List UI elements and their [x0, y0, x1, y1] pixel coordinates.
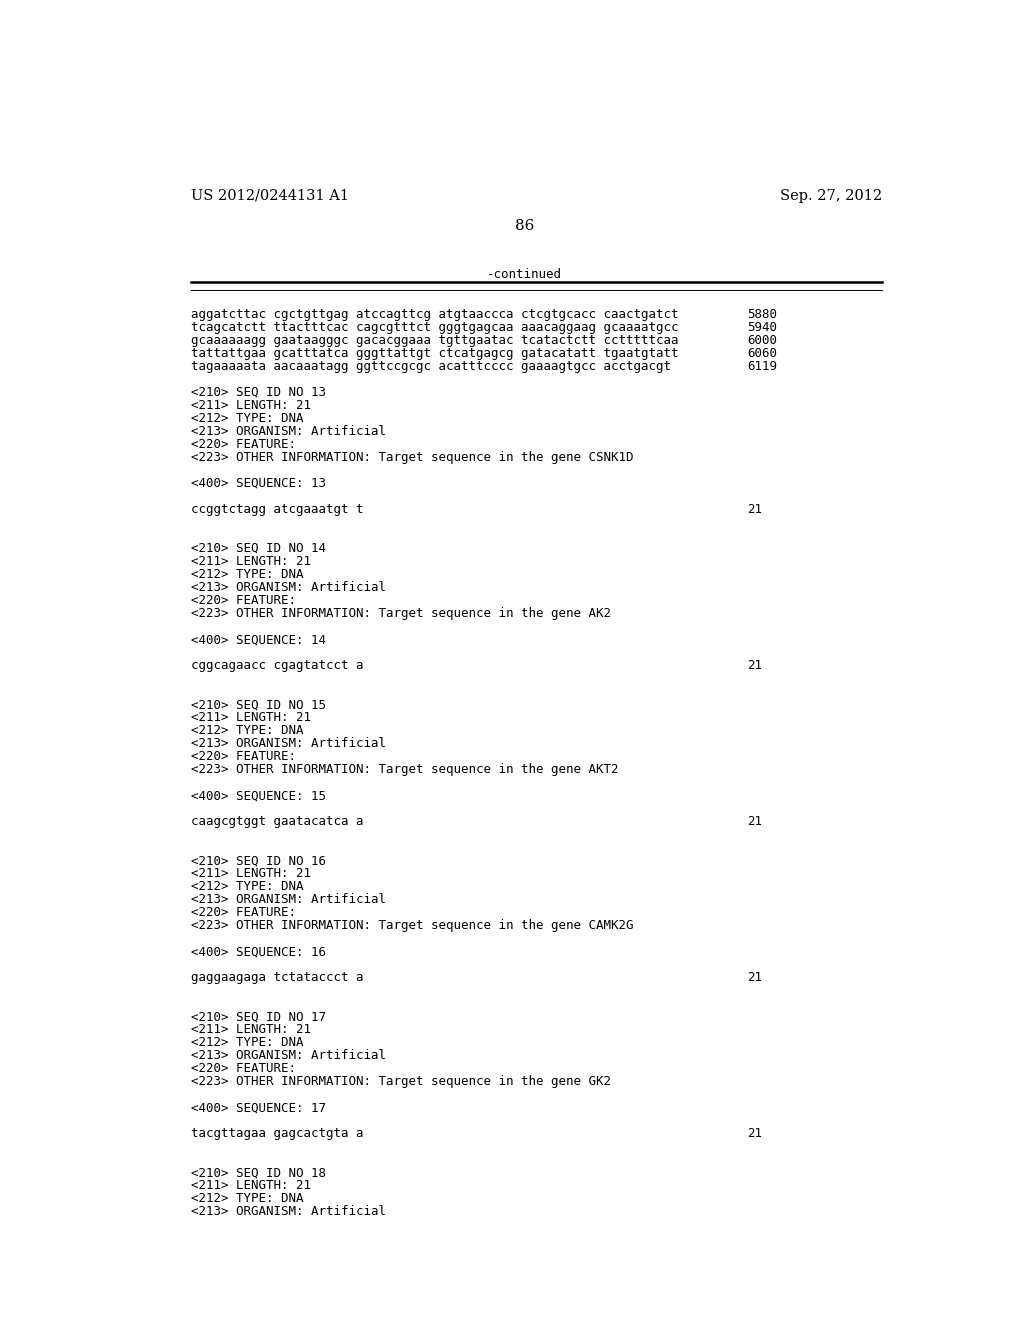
Text: 6119: 6119: [748, 360, 777, 372]
Text: tattattgaa gcatttatca gggttattgt ctcatgagcg gatacatatt tgaatgtatt: tattattgaa gcatttatca gggttattgt ctcatga…: [191, 347, 679, 360]
Text: <211> LENGTH: 21: <211> LENGTH: 21: [191, 399, 311, 412]
Text: <220> FEATURE:: <220> FEATURE:: [191, 594, 297, 607]
Text: <212> TYPE: DNA: <212> TYPE: DNA: [191, 412, 304, 425]
Text: <210> SEQ ID NO 13: <210> SEQ ID NO 13: [191, 385, 327, 399]
Text: 6060: 6060: [748, 347, 777, 360]
Text: <212> TYPE: DNA: <212> TYPE: DNA: [191, 568, 304, 581]
Text: <210> SEQ ID NO 17: <210> SEQ ID NO 17: [191, 1010, 327, 1023]
Text: ccggtctagg atcgaaatgt t: ccggtctagg atcgaaatgt t: [191, 503, 364, 516]
Text: <210> SEQ ID NO 15: <210> SEQ ID NO 15: [191, 698, 327, 711]
Text: 5940: 5940: [748, 321, 777, 334]
Text: <223> OTHER INFORMATION: Target sequence in the gene GK2: <223> OTHER INFORMATION: Target sequence…: [191, 1076, 611, 1089]
Text: <213> ORGANISM: Artificial: <213> ORGANISM: Artificial: [191, 1205, 386, 1218]
Text: caagcgtggt gaatacatca a: caagcgtggt gaatacatca a: [191, 816, 364, 828]
Text: <213> ORGANISM: Artificial: <213> ORGANISM: Artificial: [191, 894, 386, 907]
Text: 6000: 6000: [748, 334, 777, 347]
Text: <211> LENGTH: 21: <211> LENGTH: 21: [191, 1023, 311, 1036]
Text: <213> ORGANISM: Artificial: <213> ORGANISM: Artificial: [191, 425, 386, 438]
Text: 21: 21: [748, 972, 762, 985]
Text: cggcagaacc cgagtatcct a: cggcagaacc cgagtatcct a: [191, 659, 364, 672]
Text: tacgttagaa gagcactgta a: tacgttagaa gagcactgta a: [191, 1127, 364, 1140]
Text: <400> SEQUENCE: 16: <400> SEQUENCE: 16: [191, 945, 327, 958]
Text: gaggaagaga tctataccct a: gaggaagaga tctataccct a: [191, 972, 364, 985]
Text: gcaaaaaagg gaataagggc gacacggaaa tgttgaatac tcatactctt cctttttcaa: gcaaaaaagg gaataagggc gacacggaaa tgttgaa…: [191, 334, 679, 347]
Text: <400> SEQUENCE: 14: <400> SEQUENCE: 14: [191, 634, 327, 645]
Text: <212> TYPE: DNA: <212> TYPE: DNA: [191, 725, 304, 737]
Text: <213> ORGANISM: Artificial: <213> ORGANISM: Artificial: [191, 737, 386, 750]
Text: <223> OTHER INFORMATION: Target sequence in the gene AKT2: <223> OTHER INFORMATION: Target sequence…: [191, 763, 618, 776]
Text: <400> SEQUENCE: 13: <400> SEQUENCE: 13: [191, 477, 327, 490]
Text: <213> ORGANISM: Artificial: <213> ORGANISM: Artificial: [191, 1049, 386, 1063]
Text: tcagcatctt ttactttcac cagcgtttct gggtgagcaa aaacaggaag gcaaaatgcc: tcagcatctt ttactttcac cagcgtttct gggtgag…: [191, 321, 679, 334]
Text: <212> TYPE: DNA: <212> TYPE: DNA: [191, 1192, 304, 1205]
Text: <220> FEATURE:: <220> FEATURE:: [191, 1063, 297, 1076]
Text: <211> LENGTH: 21: <211> LENGTH: 21: [191, 554, 311, 568]
Text: <220> FEATURE:: <220> FEATURE:: [191, 907, 297, 919]
Text: <400> SEQUENCE: 17: <400> SEQUENCE: 17: [191, 1101, 327, 1114]
Text: <210> SEQ ID NO 16: <210> SEQ ID NO 16: [191, 854, 327, 867]
Text: <220> FEATURE:: <220> FEATURE:: [191, 750, 297, 763]
Text: <211> LENGTH: 21: <211> LENGTH: 21: [191, 711, 311, 725]
Text: 21: 21: [748, 1127, 762, 1140]
Text: 21: 21: [748, 659, 762, 672]
Text: aggatcttac cgctgttgag atccagttcg atgtaaccca ctcgtgcacc caactgatct: aggatcttac cgctgttgag atccagttcg atgtaac…: [191, 308, 679, 321]
Text: <400> SEQUENCE: 15: <400> SEQUENCE: 15: [191, 789, 327, 803]
Text: <223> OTHER INFORMATION: Target sequence in the gene AK2: <223> OTHER INFORMATION: Target sequence…: [191, 607, 611, 620]
Text: -continued: -continued: [487, 268, 562, 281]
Text: 21: 21: [748, 503, 762, 516]
Text: <220> FEATURE:: <220> FEATURE:: [191, 438, 297, 451]
Text: <213> ORGANISM: Artificial: <213> ORGANISM: Artificial: [191, 581, 386, 594]
Text: <223> OTHER INFORMATION: Target sequence in the gene CSNK1D: <223> OTHER INFORMATION: Target sequence…: [191, 451, 634, 463]
Text: <212> TYPE: DNA: <212> TYPE: DNA: [191, 1036, 304, 1049]
Text: <223> OTHER INFORMATION: Target sequence in the gene CAMK2G: <223> OTHER INFORMATION: Target sequence…: [191, 919, 634, 932]
Text: US 2012/0244131 A1: US 2012/0244131 A1: [191, 189, 349, 203]
Text: <211> LENGTH: 21: <211> LENGTH: 21: [191, 1180, 311, 1192]
Text: <212> TYPE: DNA: <212> TYPE: DNA: [191, 880, 304, 894]
Text: Sep. 27, 2012: Sep. 27, 2012: [780, 189, 882, 203]
Text: <210> SEQ ID NO 18: <210> SEQ ID NO 18: [191, 1167, 327, 1180]
Text: 5880: 5880: [748, 308, 777, 321]
Text: <211> LENGTH: 21: <211> LENGTH: 21: [191, 867, 311, 880]
Text: 21: 21: [748, 816, 762, 828]
Text: tagaaaaata aacaaatagg ggttccgcgc acatttcccc gaaaagtgcc acctgacgt: tagaaaaata aacaaatagg ggttccgcgc acatttc…: [191, 360, 672, 372]
Text: 86: 86: [515, 219, 535, 234]
Text: <210> SEQ ID NO 14: <210> SEQ ID NO 14: [191, 543, 327, 554]
